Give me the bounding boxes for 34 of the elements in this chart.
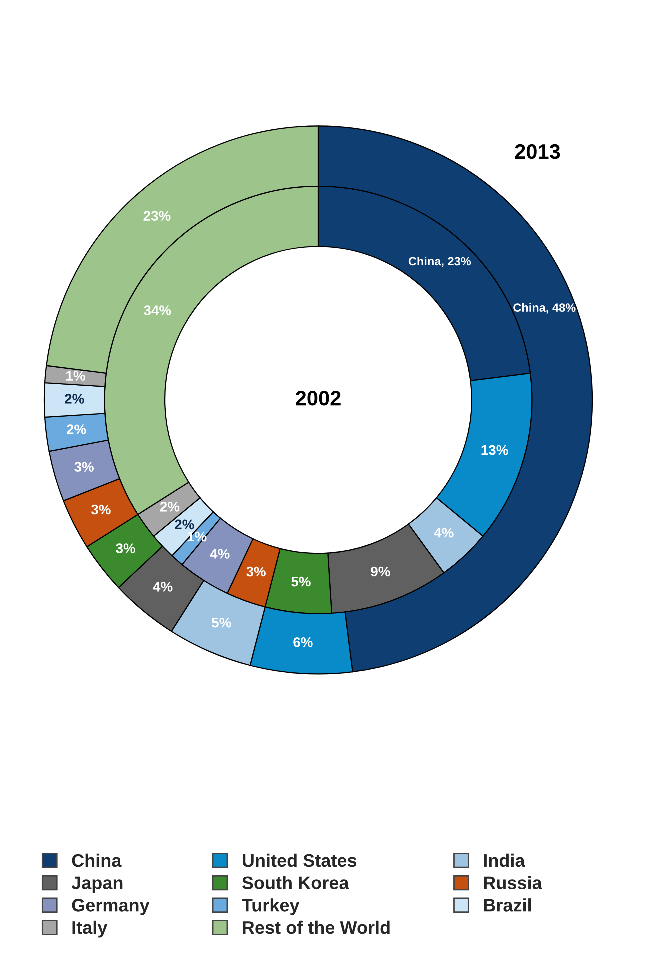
data-label: 9%: [371, 566, 390, 577]
data-label: China, 48%: [514, 303, 576, 314]
data-label: 3%: [74, 462, 94, 472]
data-label: 34%: [144, 306, 172, 316]
slice-label: 2002: [296, 391, 341, 406]
legend-label: Russia: [484, 876, 542, 890]
data-label: China, 23%: [408, 256, 472, 268]
data-label: 4%: [210, 549, 230, 559]
slice-label: 2013: [515, 144, 560, 160]
legend-label: Japan: [72, 876, 123, 894]
data-label: 4%: [153, 582, 173, 592]
data-label: 4%: [434, 528, 454, 538]
data-label: 3%: [246, 566, 266, 577]
legend-label: Italy: [72, 920, 108, 938]
data-label: 2%: [160, 502, 180, 512]
data-label: 6%: [294, 637, 313, 648]
legend-label: India: [484, 854, 526, 868]
legend-label: Brazil: [484, 898, 532, 912]
data-label: 2%: [65, 394, 84, 404]
legend-label: Turkey: [242, 898, 300, 916]
data-label: 1%: [66, 371, 86, 381]
legend-label: South Korea: [242, 876, 350, 890]
data-label: 3%: [116, 544, 136, 554]
data-label: 5%: [292, 576, 311, 587]
legend-label: United States: [243, 854, 357, 868]
data-label: 3%: [91, 504, 111, 515]
data-label: 5%: [212, 618, 232, 628]
data-label: 2%: [66, 424, 86, 434]
legend-label: Germany: [72, 899, 150, 916]
legend-label: China: [72, 854, 122, 868]
legend-label: Rest of the World: [243, 920, 390, 934]
data-label: 23%: [144, 211, 171, 222]
data-label: 2%: [175, 520, 194, 530]
data-label: 13%: [482, 445, 508, 456]
